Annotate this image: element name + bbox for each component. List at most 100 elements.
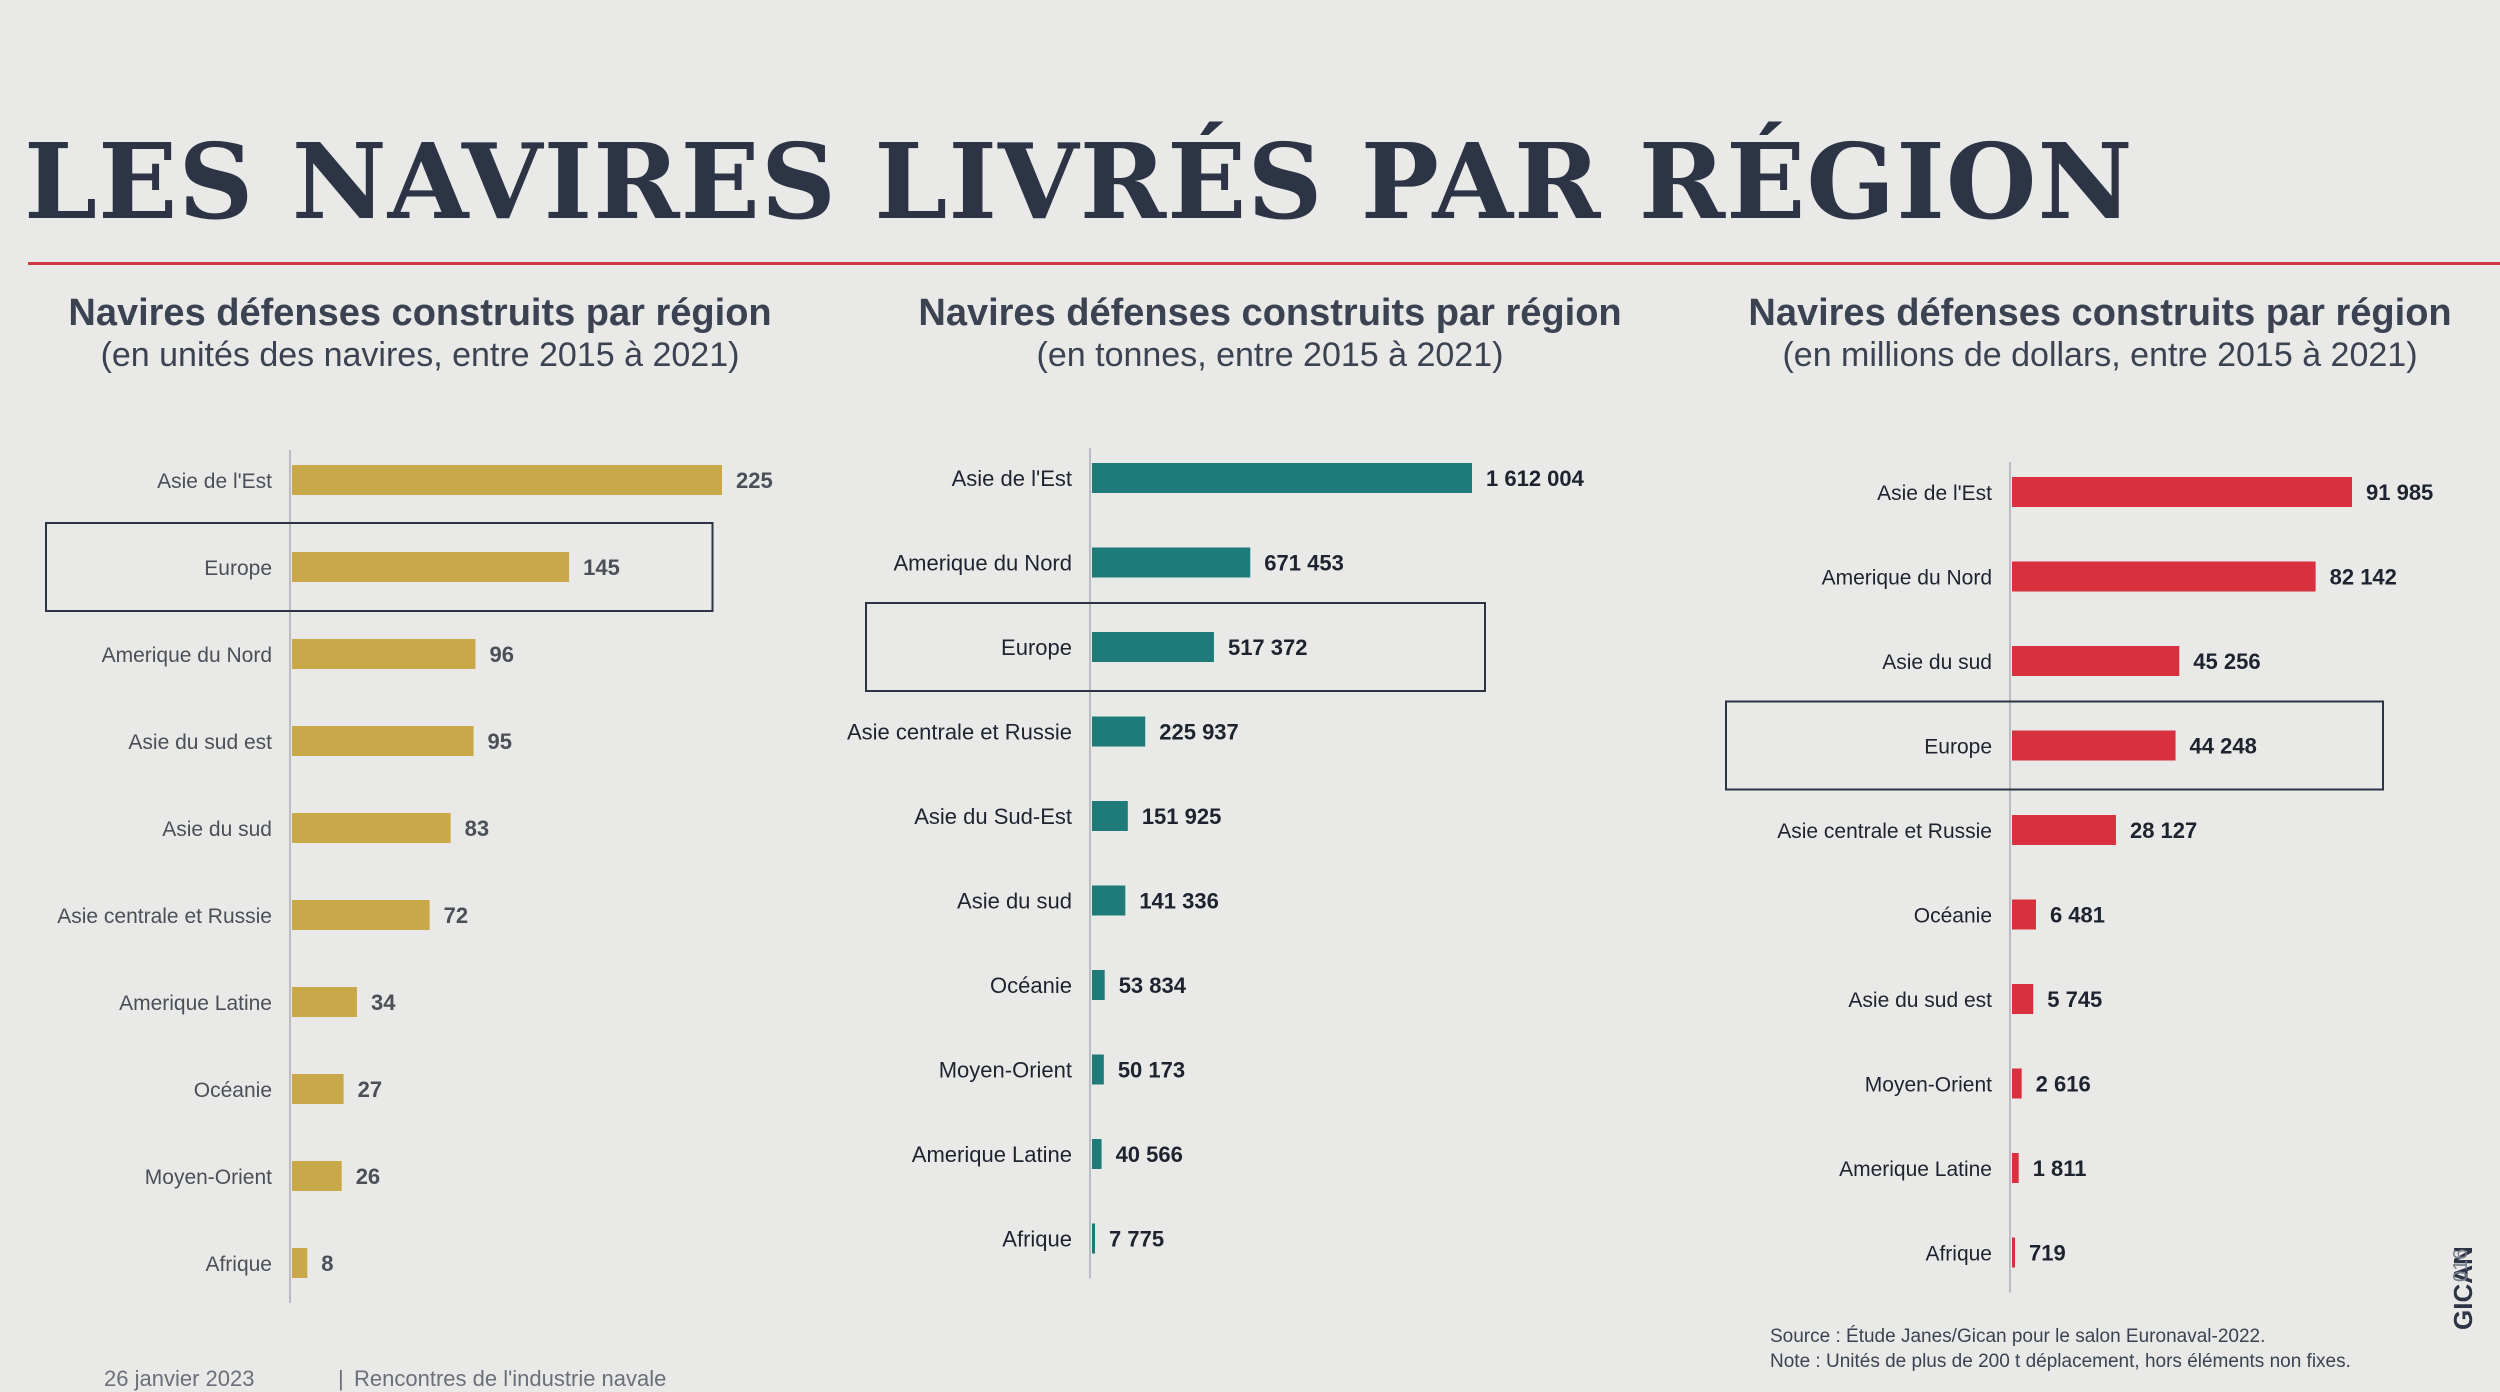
data-label: 145 (583, 555, 620, 580)
data-label: 72 (444, 903, 468, 928)
category-label: Moyen-Orient (939, 1058, 1072, 1083)
data-label: 50 173 (1118, 1058, 1185, 1083)
category-label: Asie de l'Est (1877, 482, 1992, 505)
bar (292, 987, 357, 1017)
data-label: 2 616 (2036, 1072, 2091, 1097)
category-label: Asie centrale et Russie (847, 720, 1072, 745)
category-label: Asie du sud est (128, 731, 272, 754)
category-label: Océanie (194, 1079, 272, 1102)
source-note: Source : Étude Janes/Gican pour le salon… (1770, 1324, 2351, 1374)
bar (2012, 1153, 2019, 1183)
category-label: Afrique (1925, 1243, 1992, 1266)
category-label: Amerique Latine (912, 1142, 1072, 1167)
bar (2012, 815, 2116, 845)
bar-chart-tonnes: Asie de l'Est 1 612 004 Amerique du Nord 67… (847, 448, 1585, 1279)
bar (2012, 561, 2316, 592)
bar (292, 1074, 344, 1104)
category-label: Amerique Latine (1839, 1158, 1992, 1181)
footer-event: Rencontres de l'industrie navale (354, 1366, 667, 1391)
data-label: 34 (371, 990, 396, 1015)
bar (1092, 1223, 1095, 1254)
data-label: 517 372 (1228, 635, 1308, 660)
data-label: 26 (356, 1164, 380, 1189)
data-label: 8 (321, 1251, 333, 1276)
category-label: Asie de l'Est (157, 470, 272, 493)
bar (292, 552, 570, 582)
bar (292, 813, 451, 843)
category-label: Europe (1924, 736, 1992, 759)
footer-separator: | (338, 1366, 344, 1391)
bar (292, 465, 722, 495)
data-label: 671 453 (1264, 551, 1344, 576)
category-label: Asie du sud (957, 889, 1072, 914)
category-label: Asie du sud (162, 818, 272, 841)
chart-subtitle: (en millions de dollars, entre 2015 à 20… (1782, 336, 2418, 374)
data-label: 1 811 (2033, 1156, 2087, 1181)
data-label: 96 (489, 642, 513, 667)
page-number: 016 (2450, 1248, 2472, 1282)
bar (2012, 899, 2036, 930)
category-label: Afrique (1002, 1227, 1072, 1252)
data-label: 225 (736, 468, 773, 493)
highlight-box (1725, 700, 2384, 791)
category-label: Océanie (1914, 905, 1992, 928)
bar (1092, 463, 1472, 493)
bar (1092, 885, 1126, 916)
category-label: Asie du sud (1882, 651, 1992, 674)
bar (2012, 1068, 2022, 1099)
title-divider (28, 262, 2500, 265)
page-title: LES NAVIRES LIVRÉS PAR RÉGION (24, 120, 2134, 243)
bar (292, 639, 476, 669)
data-label: 7 775 (1109, 1227, 1164, 1252)
category-label: Moyen-Orient (145, 1166, 272, 1189)
bar (1092, 632, 1214, 662)
bar (2012, 984, 2034, 1014)
data-label: 91 985 (2366, 480, 2433, 505)
category-label: Amerique Latine (119, 992, 272, 1015)
highlight-box (45, 522, 714, 612)
category-label: Asie de l'Est (952, 466, 1072, 491)
category-label: Afrique (205, 1253, 272, 1276)
footer-date: 26 janvier 2023 (104, 1366, 255, 1391)
bar (292, 900, 430, 930)
source-line: Source : Étude Janes/Gican pour le salon… (1770, 1326, 2266, 1347)
bar (2012, 730, 2176, 761)
bar (292, 1248, 308, 1278)
category-label: Océanie (990, 973, 1072, 998)
data-label: 225 937 (1159, 720, 1239, 745)
category-label: Amerique du Nord (102, 644, 272, 667)
chart-panel-units: Navires défenses construits par région (… (40, 280, 800, 1330)
category-label: Amerique du Nord (1822, 567, 1992, 590)
chart-subtitle: (en tonnes, entre 2015 à 2021) (1036, 336, 1504, 374)
data-label: 151 925 (1142, 804, 1222, 829)
bar (2012, 477, 2352, 507)
data-label: 53 834 (1119, 973, 1187, 998)
category-label: Asie centrale et Russie (57, 905, 272, 928)
bar (1092, 547, 1251, 578)
data-label: 44 248 (2190, 734, 2257, 759)
data-label: 6 481 (2050, 903, 2105, 928)
category-label: Europe (1001, 635, 1072, 660)
category-label: Moyen-Orient (1865, 1074, 1992, 1097)
data-label: 5 745 (2047, 987, 2102, 1012)
category-label: Europe (204, 557, 272, 580)
bar (292, 726, 474, 756)
data-label: 1 612 004 (1486, 466, 1585, 491)
data-label: 28 127 (2130, 818, 2197, 843)
note-line: Note : Unités de plus de 200 t déplaceme… (1770, 1351, 2351, 1372)
bar (1092, 1054, 1104, 1085)
chart-title: Navires défenses construits par région (918, 292, 1622, 334)
data-label: 27 (358, 1077, 382, 1102)
data-label: 719 (2029, 1241, 2066, 1266)
data-label: 82 142 (2330, 565, 2397, 590)
category-label: Asie du sud est (1848, 989, 1992, 1012)
bar (292, 1161, 342, 1191)
chart-subtitle: (en unités des navires, entre 2015 à 202… (100, 336, 740, 374)
chart-title: Navires défenses construits par région (1748, 292, 2452, 334)
bar-chart-dollars: Asie de l'Est 91 985 Amerique du Nord 82 14… (1725, 462, 2433, 1293)
category-label: Asie du Sud-Est (914, 804, 1072, 829)
bar (1092, 716, 1146, 747)
bar (2012, 1237, 2015, 1268)
data-label: 95 (488, 729, 512, 754)
chart-panel-dollars: Navires défenses construits par région (… (1720, 280, 2480, 1330)
